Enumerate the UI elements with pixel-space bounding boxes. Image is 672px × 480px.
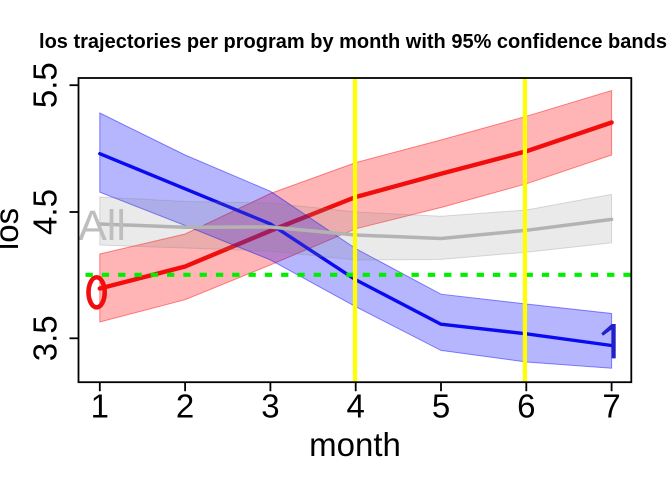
- svg-text:4: 4: [347, 388, 365, 425]
- svg-text:5.5: 5.5: [27, 62, 64, 108]
- svg-text:1: 1: [91, 388, 109, 425]
- svg-text:month: month: [309, 426, 401, 463]
- svg-text:2: 2: [176, 388, 194, 425]
- svg-text:los trajectories per program b: los trajectories per program by month wi…: [39, 31, 667, 53]
- svg-text:All: All: [78, 202, 126, 250]
- svg-text:3.5: 3.5: [27, 315, 64, 361]
- svg-text:5: 5: [432, 388, 450, 425]
- svg-text:3: 3: [261, 388, 279, 425]
- svg-text:4.5: 4.5: [27, 189, 64, 235]
- svg-text:los: los: [0, 208, 25, 250]
- svg-text:6: 6: [517, 388, 535, 425]
- svg-text:7: 7: [602, 388, 620, 425]
